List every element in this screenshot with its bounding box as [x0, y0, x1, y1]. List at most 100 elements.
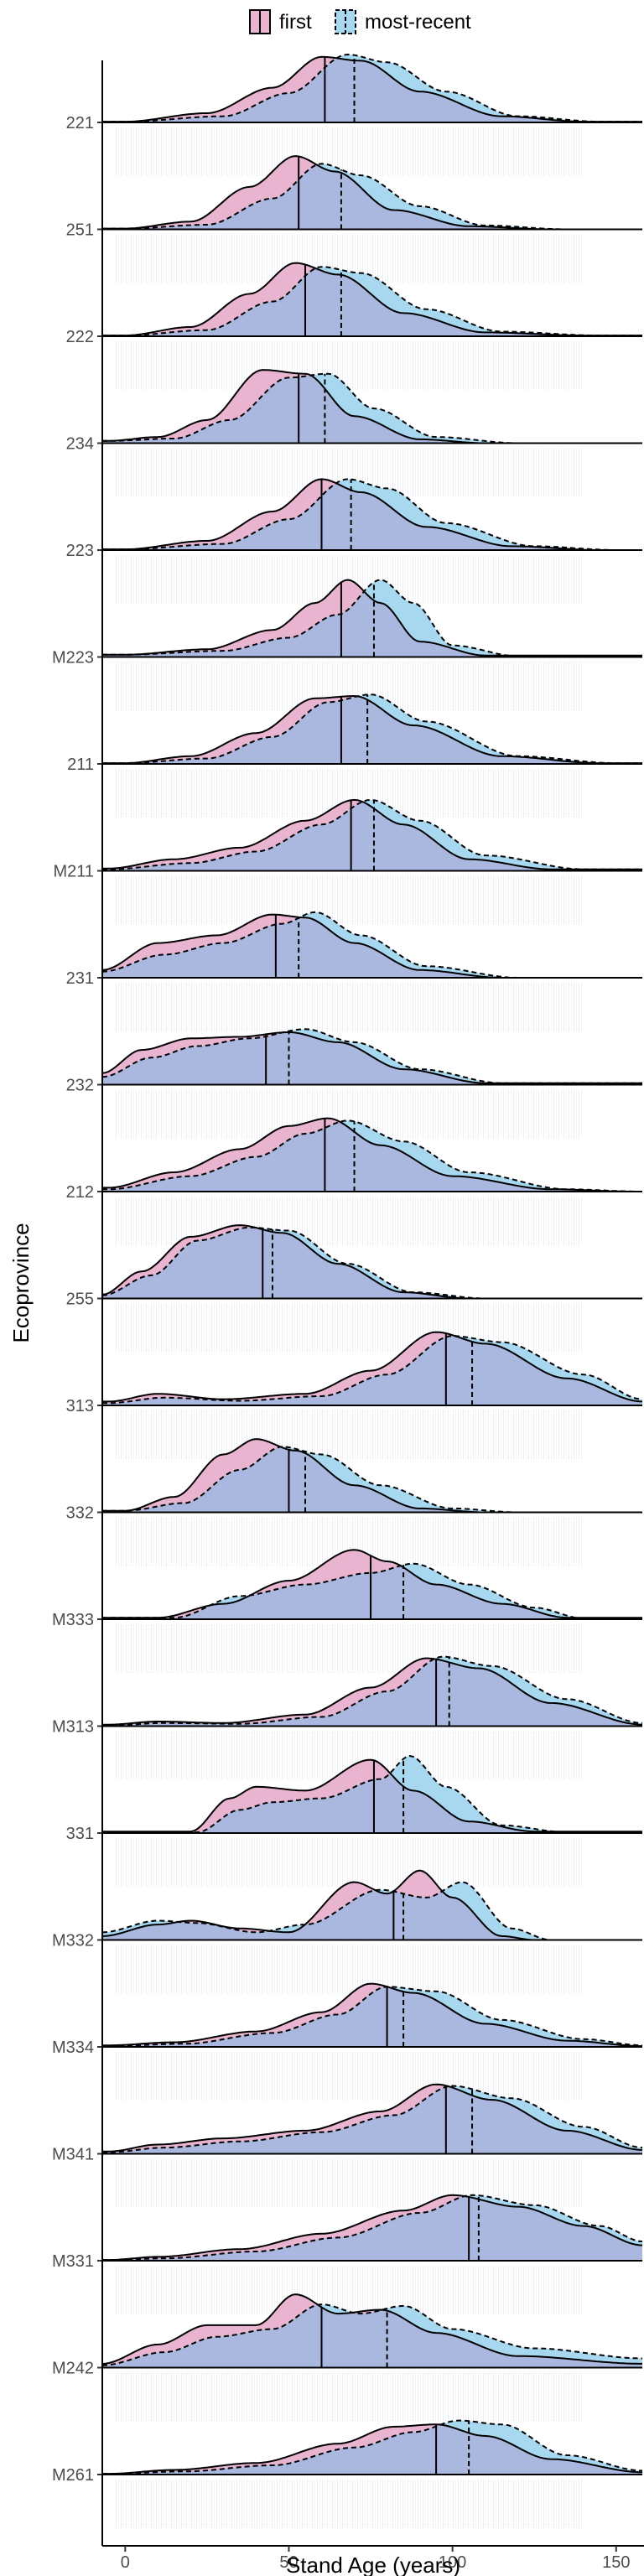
rug-strip-231	[115, 983, 584, 1031]
density-area-recent-251	[102, 164, 642, 230]
legend-item-first[interactable]: first	[249, 9, 312, 34]
y-tick-label-255: 255	[66, 1291, 94, 1309]
rug-strip-331	[115, 1838, 584, 1887]
ridge-M211	[102, 798, 642, 925]
y-tick-label-232: 232	[66, 1077, 94, 1095]
density-overlap-231	[102, 917, 642, 978]
legend-label-first: first	[279, 11, 312, 34]
ridges	[101, 53, 643, 2528]
y-axis-title: Ecoprovince	[8, 1223, 34, 1343]
density-line-first-211	[102, 694, 642, 765]
y-tick-label-223: 223	[66, 542, 94, 560]
ridge-M331	[102, 2194, 643, 2314]
ridge-331	[102, 1754, 642, 1887]
density-line-first-221	[102, 55, 642, 123]
density-overlap-223	[102, 484, 642, 550]
y-tick-label-331: 331	[66, 1825, 94, 1843]
ridge-221	[102, 53, 642, 176]
ridge-212	[102, 1117, 642, 1245]
density-line-recent-M242	[101, 2303, 643, 2366]
density-line-recent-M334	[102, 1986, 643, 2048]
density-area-first-251	[102, 156, 642, 230]
y-tick-label-M242: M242	[52, 2360, 94, 2378]
density-overlap-221	[102, 58, 642, 122]
ridge-232	[101, 1028, 642, 1139]
density-overlap-255	[102, 1227, 642, 1299]
rug-strip-M341	[115, 2158, 584, 2208]
y-tick-label-222: 222	[66, 328, 94, 346]
density-line-recent-231	[101, 911, 642, 979]
density-line-first-M261	[102, 2423, 642, 2475]
y-tick-label-332: 332	[66, 1504, 94, 1523]
density-overlap-M242	[102, 2304, 642, 2368]
rug-strip-222	[115, 341, 584, 390]
density-overlap-M334	[102, 1987, 642, 2047]
ridge-M332	[101, 1869, 642, 1994]
density-overlap-332	[102, 1446, 642, 1513]
y-tick-label-M331: M331	[52, 2252, 94, 2271]
density-overlap-331	[102, 1773, 642, 1833]
density-overlap-222	[102, 268, 642, 336]
legend-item-most-recent[interactable]: most-recent	[335, 9, 471, 34]
y-tick-label-221: 221	[66, 114, 94, 132]
y-tick-label-M313: M313	[52, 1718, 94, 1737]
x-tick-label-150: 150	[602, 2553, 630, 2572]
density-line-first-M331	[102, 2194, 643, 2262]
density-overlap-M332	[102, 1890, 642, 1940]
density-overlap-M313	[102, 1659, 642, 1727]
density-line-first-M341	[102, 2083, 643, 2153]
rug-strip-M333	[115, 1624, 584, 1673]
ridge-313	[102, 1331, 643, 1459]
x-tick-label-100: 100	[439, 2553, 466, 2572]
rug-strip-M242	[115, 2372, 584, 2422]
density-overlap-232	[102, 1031, 642, 1085]
density-overlap-211	[102, 696, 642, 764]
density-line-first-212	[102, 1117, 642, 1192]
density-overlap-234	[102, 376, 642, 444]
density-line-first-M333	[102, 1549, 642, 1619]
density-line-first-M242	[101, 2293, 642, 2365]
ridge-M333	[102, 1549, 642, 1673]
density-line-recent-331	[102, 1754, 642, 1834]
density-line-recent-221	[102, 53, 642, 123]
ridge-M313	[102, 1655, 643, 1780]
ridge-332	[102, 1438, 642, 1566]
legend-label-most-recent: most-recent	[365, 11, 471, 34]
y-tick-label-211: 211	[67, 756, 94, 774]
density-line-first-223	[102, 478, 642, 551]
density-line-first-M223	[102, 579, 642, 657]
rug-strip-M261	[115, 2480, 584, 2528]
ridge-222	[102, 262, 642, 390]
density-line-first-222	[102, 262, 642, 337]
rug-strip-M331	[115, 2266, 584, 2314]
ridge-M341	[102, 2083, 643, 2208]
ridge-M261	[102, 2419, 643, 2528]
rug-strip-M332	[115, 1945, 584, 1994]
ridge-M242	[101, 2293, 643, 2422]
density-line-first-M334	[102, 1982, 643, 2048]
y-tick-label-M334: M334	[52, 2038, 94, 2057]
rug-strip-221	[115, 127, 584, 176]
y-tick-labels: 221 251 222 234 223 M223 211 M211 231 232 212 255 31…	[52, 114, 102, 2485]
y-tick-label-231: 231	[66, 969, 94, 988]
density-line-recent-M341	[102, 2085, 643, 2153]
ridge-231	[101, 911, 642, 1031]
density-overlap-M223	[102, 591, 642, 657]
density-line-first-M211	[102, 798, 642, 870]
x-axis-title: Stand Age (years)	[286, 2553, 460, 2576]
y-tick-label-313: 313	[66, 1397, 94, 1415]
density-overlap-M333	[102, 1566, 642, 1619]
density-line-recent-313	[102, 1335, 643, 1405]
rug-strip-M211	[115, 875, 584, 925]
density-line-first-M313	[102, 1657, 643, 1726]
y-tick-label-M332: M332	[52, 1932, 94, 1950]
density-line-recent-M211	[102, 798, 642, 870]
y-tick-label-234: 234	[66, 435, 94, 454]
density-overlap-212	[102, 1122, 642, 1192]
density-line-recent-211	[102, 693, 642, 765]
density-overlap-M261	[102, 2424, 642, 2475]
x-tick-label-0: 0	[121, 2553, 130, 2572]
density-overlap-313	[102, 1336, 642, 1405]
rug-strip-313	[115, 1410, 584, 1459]
